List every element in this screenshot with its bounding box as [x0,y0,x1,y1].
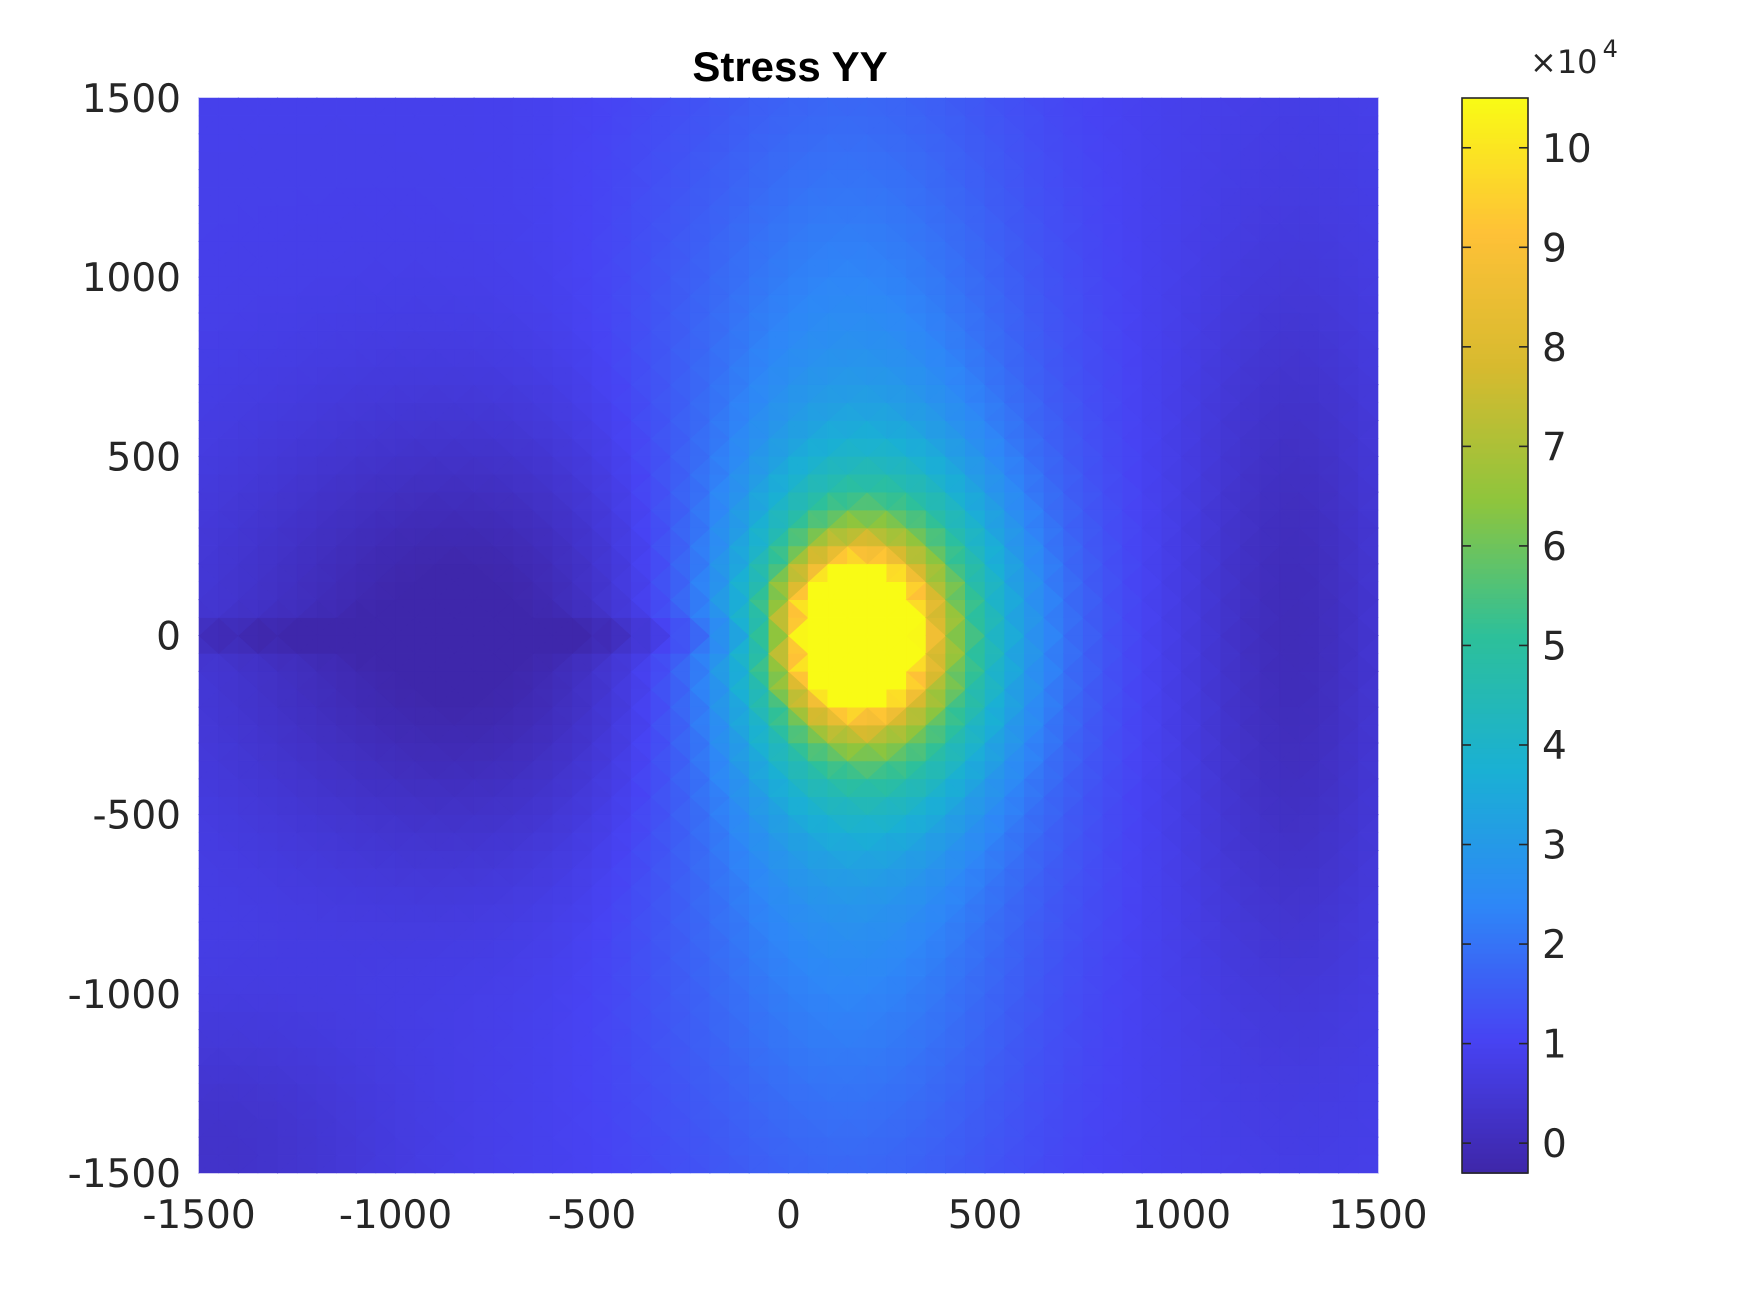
stress-field [198,97,1379,1174]
field-triangle [257,97,279,117]
field-triangle [375,97,397,117]
field-triangle [454,97,475,117]
chart-title: Stress YY [692,43,887,90]
field-triangle [218,97,240,117]
field-triangle [336,97,357,117]
plot-area [198,97,1379,1174]
field-triangle [414,97,436,117]
field-triangle [296,97,318,117]
